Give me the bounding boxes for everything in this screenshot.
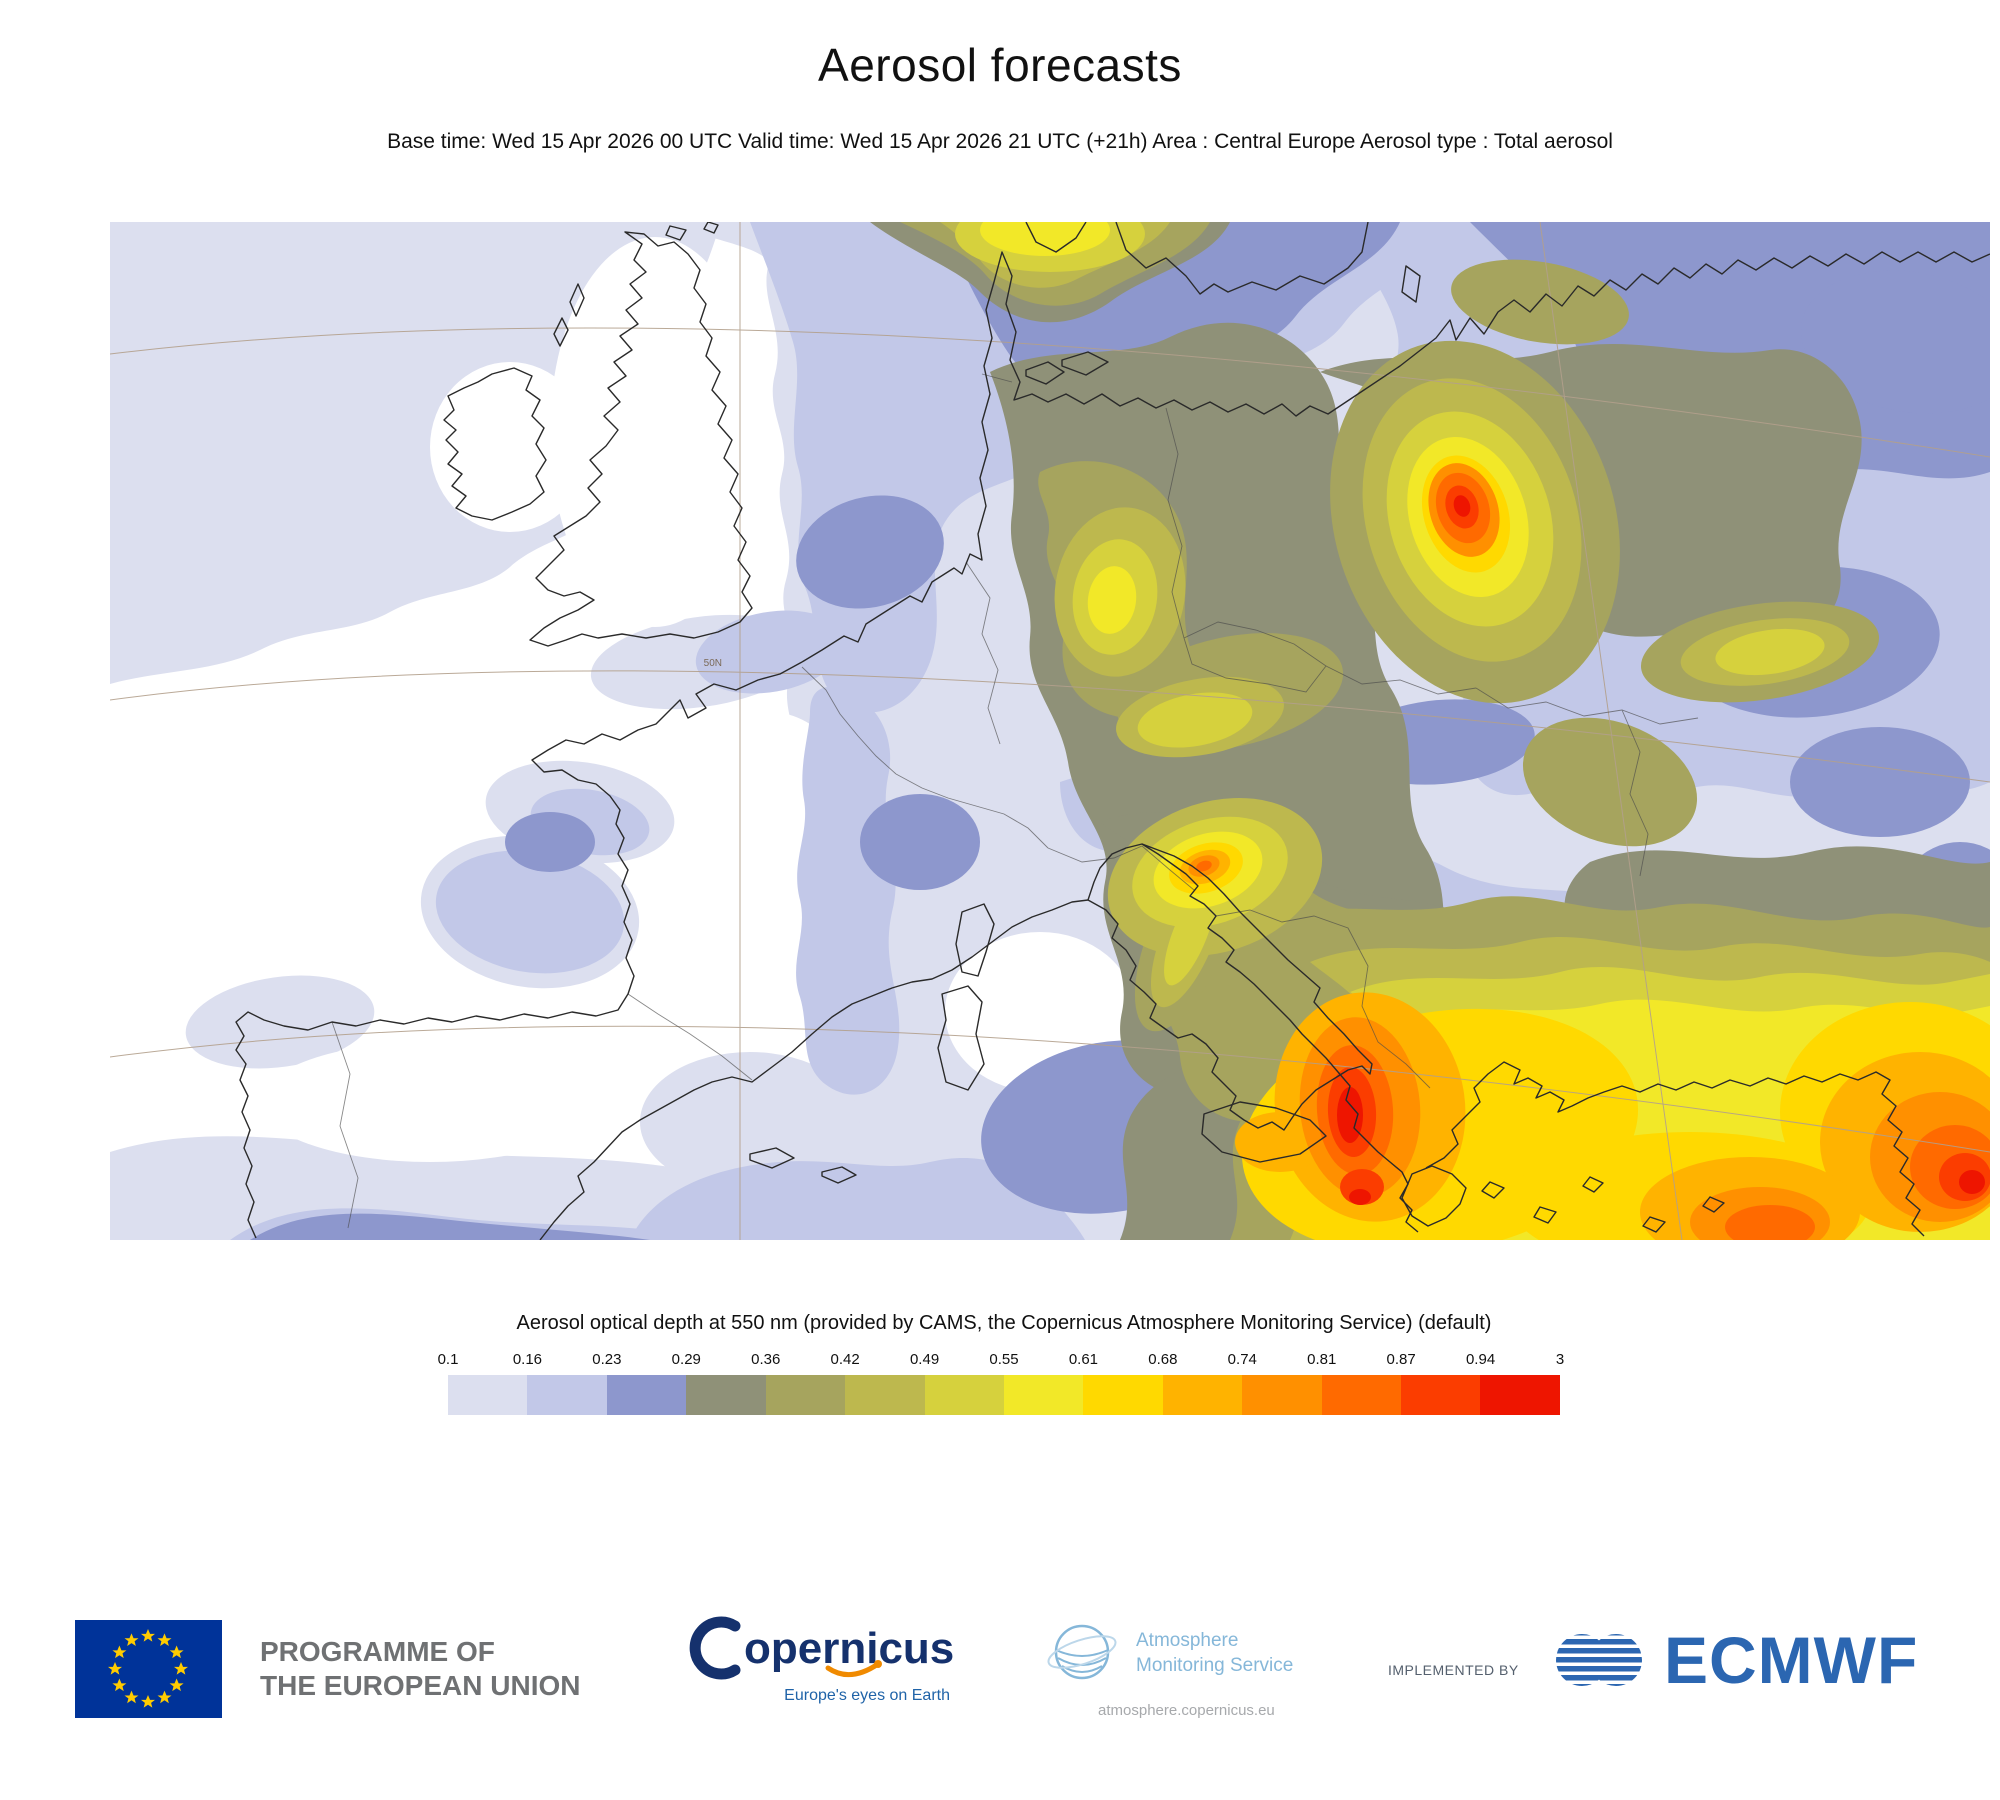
legend-tick-label: 0.36 <box>751 1351 781 1368</box>
legend-tick-label: 0.68 <box>1148 1351 1178 1368</box>
legend-title: Aerosol optical depth at 550 nm (provide… <box>516 1312 1492 1334</box>
legend-tick-label: 0.94 <box>1465 1351 1496 1368</box>
ams-name-line2: Monitoring Service <box>1136 1655 1294 1676</box>
legend-color-segment <box>1162 1375 1243 1415</box>
legend-color-segment <box>845 1375 925 1415</box>
legend-color-segment <box>1480 1375 1560 1415</box>
copernicus-wordmark: opernicus <box>744 1624 954 1673</box>
copernicus-logo: opernicus Europe's eyes on Earth <box>688 1608 978 1723</box>
legend-tick-label: 3 <box>1555 1351 1565 1368</box>
legend-tick-label: 0.87 <box>1386 1351 1416 1368</box>
eu-programme-line2: THE EUROPEAN UNION <box>260 1670 581 1701</box>
copernicus-swoosh-icon <box>825 1661 881 1677</box>
forecast-map-container: 50N <box>110 222 1990 1240</box>
eu-programme-text: PROGRAMME OF THE EUROPEAN UNION <box>260 1635 580 1703</box>
legend-color-segment <box>448 1375 528 1415</box>
latitude-label: 50N <box>704 658 722 669</box>
coastlines <box>235 222 1990 1240</box>
page-title: Aerosol forecasts <box>818 39 1182 91</box>
copernicus-logo-graphic: opernicus Europe's eyes on Earth <box>689 1616 954 1704</box>
copernicus-c-icon <box>689 1616 741 1680</box>
legend-tick-label: 0.49 <box>909 1351 940 1368</box>
footer-logos: PROGRAMME OF THE EUROPEAN UNION opernicu… <box>0 1600 2000 1740</box>
ecmwf-wordmark: ECMWF <box>1664 1623 1919 1697</box>
legend-bar <box>448 1375 1560 1415</box>
legend-color-segment <box>1083 1375 1163 1415</box>
atmosphere-globe-icon <box>1047 1624 1117 1680</box>
forecast-map: 50N <box>110 222 1990 1240</box>
eu-flag-icon <box>75 1620 222 1718</box>
country-borders <box>331 373 1699 1229</box>
legend-color-segment <box>765 1375 846 1415</box>
ams-url: atmosphere.copernicus.eu <box>1098 1702 1275 1719</box>
legend-tick-label: 0.29 <box>671 1351 701 1368</box>
eu-programme-line1: PROGRAMME OF <box>260 1636 495 1667</box>
legend-tick-label: 0.23 <box>592 1351 622 1368</box>
legend-color-segment <box>1003 1375 1084 1415</box>
legend-tick-label: 0.81 <box>1307 1351 1337 1368</box>
copernicus-tagline: Europe's eyes on Earth <box>784 1687 950 1704</box>
legend-tick-label: 0.42 <box>830 1351 860 1368</box>
implemented-by-label: IMPLEMENTED BY <box>1388 1662 1519 1678</box>
eu-programme-block: PROGRAMME OF THE EUROPEAN UNION <box>75 1620 580 1718</box>
ecmwf-logo-block: ECMWF <box>1552 1622 1918 1698</box>
legend-tick-label: 0.74 <box>1227 1351 1257 1368</box>
legend-tick-label: 0.16 <box>512 1351 543 1368</box>
ams-name-line1: Atmosphere <box>1136 1630 1239 1651</box>
legend-color-segment <box>686 1375 766 1415</box>
legend-color-segment <box>527 1375 607 1415</box>
legend-tick-label: 0.55 <box>989 1351 1019 1368</box>
legend-color-segment <box>1401 1375 1481 1415</box>
legend-color-segment <box>606 1375 687 1415</box>
ecmwf-glyph-icon <box>1556 1634 1642 1686</box>
copernicus-swoosh-dot <box>874 1660 882 1668</box>
colorbar-legend: Aerosol optical depth at 550 nm (provide… <box>438 1312 1565 1415</box>
legend-tick-label: 0.1 <box>437 1351 459 1368</box>
aod-band-14 <box>1337 495 1985 1205</box>
legend-tick-label: 0.61 <box>1068 1351 1099 1368</box>
forecast-subtitle: Base time: Wed 15 Apr 2026 00 UTC Valid … <box>387 130 1613 153</box>
legend-color-segment <box>1321 1375 1402 1415</box>
legend-color-segment <box>1242 1375 1322 1415</box>
legend-color-segment <box>924 1375 1004 1415</box>
ams-logo-block: Atmosphere Monitoring Service atmosphere… <box>1042 1614 1293 1719</box>
ams-name: Atmosphere Monitoring Service <box>1136 1628 1293 1678</box>
legend-ticks: 0.1 0.16 0.23 0.29 0.36 0.42 0.49 0.55 0.61 0.68 0… <box>438 1351 1565 1375</box>
